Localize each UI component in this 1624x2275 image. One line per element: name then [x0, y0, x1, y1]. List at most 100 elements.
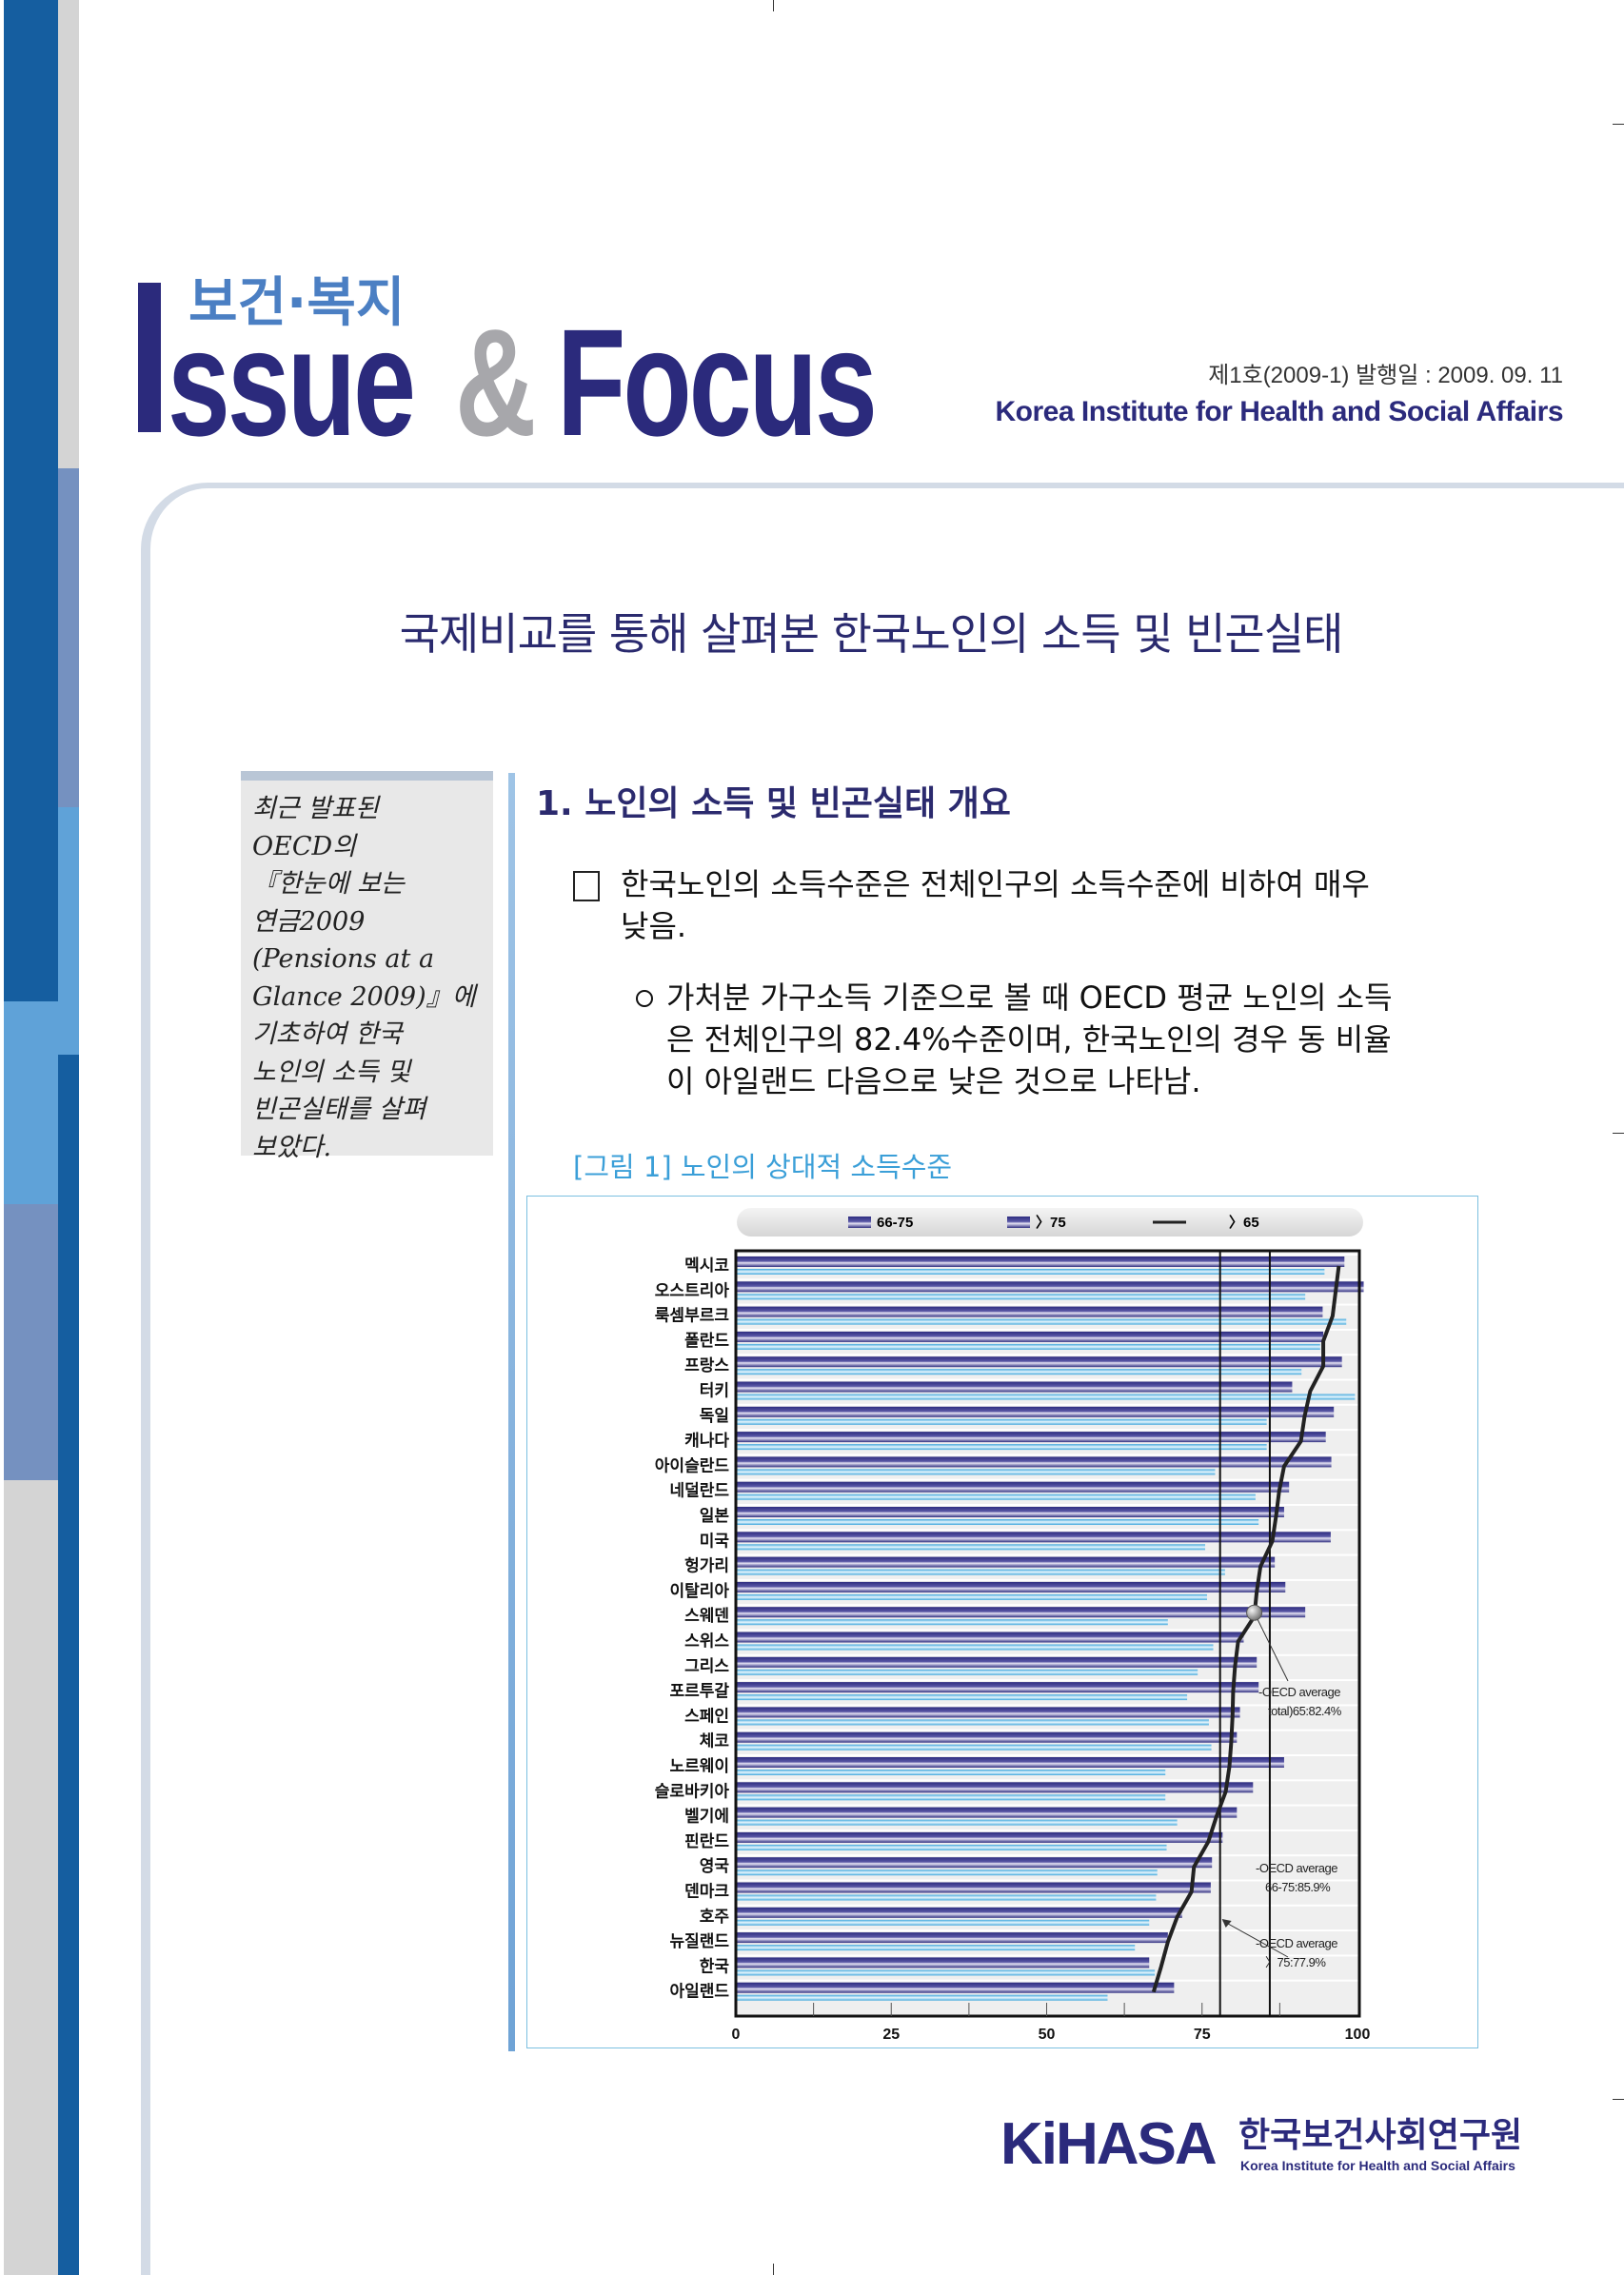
stripe-dark-top [4, 0, 58, 1001]
bar-over75 [736, 1343, 1320, 1350]
logo-ampersand: & [455, 297, 536, 467]
bar-over75 [736, 1394, 1356, 1400]
bar-over75 [736, 1794, 1166, 1801]
crop-mark [773, 0, 774, 11]
category-label: 오스트리아 [655, 1281, 730, 1300]
bullet2-line: 가처분 가구소득 기준으로 볼 때 OECD 평균 노인의 소득 [666, 979, 1393, 1016]
note-line: 연금2009 [252, 906, 366, 937]
bar-66-75 [736, 1957, 1150, 1968]
row-separator [736, 1553, 1359, 1556]
category-label: 미국 [700, 1532, 730, 1551]
x-tick-label: 50 [1039, 2027, 1056, 2043]
bar-over75 [736, 1744, 1212, 1751]
category-label: 캐나다 [684, 1432, 729, 1451]
bar-over75 [736, 1869, 1158, 1876]
stripe2-dark [58, 1055, 79, 2275]
bar-66-75 [736, 1456, 1332, 1468]
row-separator [736, 1879, 1359, 1882]
annotation-leader [1254, 1612, 1289, 1682]
legend-label-over75: 〉75 [1036, 1214, 1066, 1231]
category-label: 벨기에 [684, 1808, 729, 1827]
category-label: 스페인 [684, 1707, 729, 1726]
note-line: (Pensions at a [252, 944, 435, 974]
bar-66-75 [736, 1331, 1324, 1342]
note-line: 노인의 소득 및 [252, 1057, 411, 1087]
bar-66-75 [736, 1831, 1223, 1843]
bar-over75 [736, 1969, 1156, 1976]
row-separator [736, 1854, 1359, 1857]
category-label: 핀란드 [684, 1832, 729, 1851]
x-tick-label: 25 [882, 2027, 900, 2043]
section-divider-line [508, 773, 515, 2051]
bar-66-75 [736, 1932, 1168, 1944]
kihasa-name-en: Korea Institute for Health and Social Af… [1240, 2158, 1515, 2173]
bar-66-75 [736, 1731, 1238, 1743]
bar-over75 [736, 1669, 1198, 1675]
bullet2-line: 이 아일랜드 다음으로 낮은 것으로 나타남. [666, 1063, 1201, 1099]
bar-66-75 [736, 1556, 1276, 1568]
bar-over75 [736, 1269, 1325, 1275]
note-line: 『한눈에 보는 [252, 869, 405, 899]
bar-66-75 [736, 1757, 1284, 1768]
crop-mark [1613, 124, 1624, 125]
row-separator [736, 1354, 1359, 1356]
row-separator [736, 1328, 1359, 1331]
category-label: 아이슬란드 [655, 1456, 730, 1475]
bar-66-75 [736, 1507, 1284, 1517]
bar-66-75 [736, 1682, 1259, 1693]
row-separator [736, 1704, 1359, 1707]
oecd-average-marker [1246, 1604, 1263, 1621]
x-tick-label: 0 [732, 2027, 741, 2043]
bullet2-line: 은 전체인구의 82.4%수준이며, 한국노인의 경우 동 비율 [666, 1021, 1392, 1058]
bar-over75 [736, 1318, 1347, 1325]
crop-mark [1613, 1133, 1624, 1134]
bar-66-75 [736, 1807, 1238, 1818]
bar-over75 [736, 1569, 1225, 1575]
category-label: 일본 [700, 1507, 730, 1526]
row-separator [736, 1629, 1359, 1632]
annotation-66-75: 66-75:85.9% [1265, 1880, 1331, 1894]
row-separator [736, 1604, 1359, 1607]
category-label: 이탈리아 [669, 1581, 729, 1601]
plot-frame [734, 1249, 1361, 2018]
issue-info: 제1호(2009-1) 발행일 : 2009. 09. 11 [1208, 363, 1563, 388]
crop-mark [773, 2264, 774, 2275]
bar-66-75 [736, 1707, 1240, 1718]
bar-66-75 [736, 1907, 1182, 1918]
note-line: OECD의 [252, 831, 356, 861]
row-separator [736, 1303, 1359, 1306]
bar-66-75 [736, 1256, 1345, 1267]
bar-over75 [736, 1994, 1108, 2001]
arrow-head-icon [1221, 1919, 1232, 1928]
category-label: 호주 [700, 1908, 730, 1927]
bar-over75 [736, 1593, 1207, 1600]
bar-over75 [736, 1644, 1214, 1651]
category-label: 슬로바키아 [655, 1782, 730, 1801]
legend-swatch-over75 [1007, 1217, 1030, 1228]
row-separator [736, 1378, 1359, 1381]
category-label: 그리스 [684, 1657, 729, 1676]
row-separator [736, 1929, 1359, 1932]
x-tick-label: 100 [1345, 2027, 1371, 2043]
content-frame [141, 483, 1624, 2275]
chart-frame [526, 1196, 1478, 2048]
category-label: 포르투갈 [669, 1682, 729, 1701]
bar-66-75 [736, 1656, 1258, 1668]
row-separator [736, 1429, 1359, 1432]
category-label: 네덜란드 [669, 1482, 729, 1501]
bar-66-75 [736, 1532, 1331, 1543]
row-separator [736, 1504, 1359, 1506]
category-label: 스위스 [684, 1632, 729, 1652]
note-line: 기초하여 한국 [252, 1019, 403, 1049]
row-separator [736, 1278, 1359, 1281]
kihasa-logo: KiHASA 한국보건사회연구원 Korea Institute for Hea… [1000, 2115, 1522, 2174]
category-label: 영국 [700, 1857, 730, 1876]
row-separator [736, 1454, 1359, 1456]
stripe-gray [4, 1480, 58, 2275]
bar-over75 [736, 1494, 1256, 1500]
annotation-over75: 〉75:77.9% [1265, 1955, 1326, 1969]
stripe2-light [58, 807, 79, 1055]
stripe2-gray [58, 0, 79, 468]
row-separator [736, 1403, 1359, 1406]
